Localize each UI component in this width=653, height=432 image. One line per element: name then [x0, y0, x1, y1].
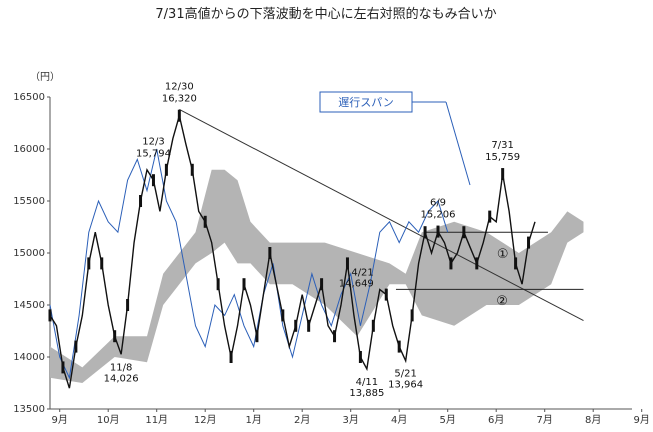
- y-tick-label: 16500: [13, 92, 45, 103]
- candle: [100, 257, 104, 270]
- candle: [397, 340, 401, 353]
- candle: [281, 309, 285, 322]
- candle: [384, 288, 388, 301]
- annotation-date: 11/8: [110, 362, 132, 373]
- annotation-date: 4/21: [351, 268, 373, 279]
- candle: [333, 330, 337, 343]
- candle: [61, 361, 65, 374]
- candle: [307, 319, 311, 332]
- marker-1: ①: [497, 247, 509, 262]
- chart-title: 7/31高値からの下落波動を中心に左右対照的なもみ合いか: [155, 6, 496, 22]
- candle: [139, 195, 143, 207]
- candle: [527, 236, 531, 249]
- y-tick-label: 16000: [13, 144, 45, 155]
- y-tick-label: 13500: [13, 404, 45, 415]
- candle: [410, 309, 414, 322]
- x-tick-label: 5月: [440, 414, 456, 426]
- annotation-value: 15,206: [421, 210, 456, 221]
- downtrend-line: [179, 109, 584, 322]
- candle: [475, 257, 479, 270]
- annotation-date: 7/31: [491, 140, 513, 151]
- legend-label: 遅行スパン: [338, 96, 394, 109]
- legend-pointer: [445, 101, 471, 186]
- candle: [48, 309, 52, 322]
- candle: [501, 168, 505, 181]
- annotation-date: 12/30: [165, 82, 194, 93]
- candle: [164, 163, 168, 176]
- x-tick-label: 12月: [194, 414, 217, 426]
- candle: [255, 330, 259, 343]
- annotation-value: 15,759: [485, 152, 520, 163]
- lagging-span-line: [49, 148, 449, 380]
- x-tick-label: 4月: [391, 414, 407, 426]
- candle: [294, 319, 298, 332]
- ichimoku-cloud: [50, 169, 584, 383]
- y-tick-label: 15000: [13, 248, 45, 259]
- annotation-date: 6/9: [430, 198, 446, 209]
- candle: [436, 225, 440, 238]
- x-tick-label: 11月: [145, 414, 168, 426]
- y-tick-label: 14000: [13, 352, 45, 363]
- x-tick-label: 7月: [537, 414, 553, 426]
- candle: [423, 226, 427, 239]
- candle: [488, 210, 492, 223]
- candle: [177, 109, 181, 122]
- x-tick-label: 2月: [294, 414, 310, 426]
- x-tick-label: 9月: [634, 414, 650, 426]
- candle: [462, 226, 466, 239]
- marker-2: ②: [496, 294, 508, 309]
- candle: [358, 351, 362, 363]
- annotation-value: 15,794: [136, 148, 171, 159]
- annotation-value: 14,649: [339, 279, 374, 290]
- candle: [268, 247, 272, 259]
- candle: [203, 215, 207, 228]
- candle: [514, 257, 518, 270]
- y-tick-label: 15500: [13, 196, 45, 207]
- candle: [113, 330, 117, 343]
- x-tick-label: 10月: [97, 414, 120, 426]
- annotation-date: 12/3: [142, 136, 164, 147]
- candle: [87, 257, 91, 270]
- plot-area: 13500 14000 14500 15000 15500 16000 16500 （円） 9月…: [13, 71, 650, 426]
- x-tick-label: 1月: [246, 414, 262, 426]
- candle: [229, 351, 233, 363]
- candle: [371, 319, 375, 332]
- annotation-value: 13,964: [388, 380, 423, 391]
- candle: [449, 257, 453, 270]
- candle: [216, 278, 220, 291]
- y-tick-label: 14500: [13, 300, 45, 311]
- annotation-date: 4/11: [356, 377, 378, 388]
- candle: [242, 278, 246, 291]
- x-tick-label: 3月: [343, 414, 359, 426]
- annotation-date: 5/21: [394, 369, 416, 380]
- candle: [320, 278, 324, 291]
- candle: [190, 163, 194, 176]
- candle: [74, 340, 78, 353]
- x-tick-label: 6月: [488, 414, 504, 426]
- candle: [126, 299, 130, 311]
- candle: [345, 257, 349, 270]
- annotation-value: 13,885: [349, 388, 384, 399]
- x-tick-label: 9月: [52, 414, 68, 426]
- x-tick-label: 8月: [585, 414, 601, 426]
- y-unit-label: （円）: [30, 71, 60, 83]
- price-line: [49, 115, 536, 389]
- annotation-value: 14,026: [104, 373, 139, 384]
- annotation-value: 16,320: [162, 94, 197, 105]
- candle: [151, 174, 155, 187]
